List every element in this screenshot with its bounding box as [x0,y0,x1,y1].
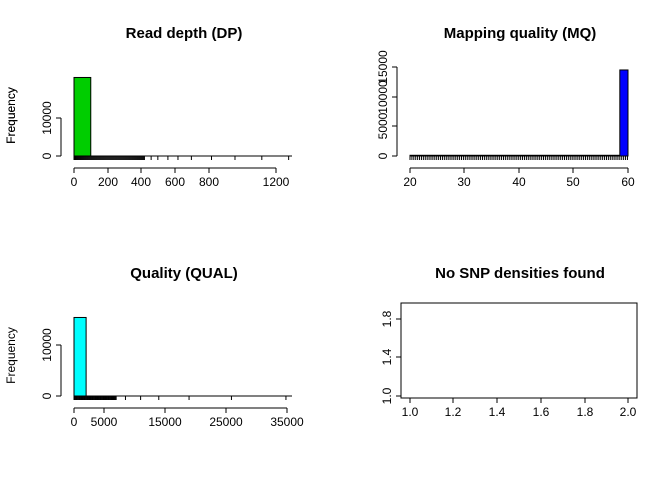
x-axis: 0 5000 15000 25000 35000 [71,407,304,429]
x-tick-label: 50 [566,175,580,189]
y-tick-label: 10000 [40,328,54,362]
x-axis: 0 200 400 600 800 1200 [71,167,290,189]
x-axis: 1.0 1.2 1.4 1.6 1.8 2.0 [402,397,637,419]
y-tick-label: 0 [40,392,54,399]
chart-title: Mapping quality (MQ) [444,25,596,42]
y-tick-label: 15000 [376,50,390,84]
y-tick-label: 0 [40,152,54,159]
x-tick-label: 1.8 [577,405,594,419]
chart-title: Read depth (DP) [126,25,243,42]
y-axis-label: Frequency [4,87,18,144]
y-tick-label: 1.8 [380,310,394,327]
y-tick-label: 5000 [376,112,390,139]
y-axis: 0 10000 [40,101,62,159]
x-tick-label: 5000 [91,415,118,429]
x-tick-label: 800 [199,175,219,189]
x-tick-label: 2.0 [620,405,637,419]
y-tick-label: 1.0 [380,387,394,404]
y-axis: 1.0 1.4 1.8 [380,310,402,404]
x-tick-label: 30 [457,175,471,189]
x-tick-label: 1.6 [533,405,550,419]
plot-box [400,302,638,399]
y-tick-label: 0 [376,152,390,159]
y-tick-label: 10000 [40,101,54,135]
y-axis-label: Frequency [4,87,18,144]
x-tick-label: 1.0 [402,405,419,419]
y-axis-label: Frequency [4,327,18,384]
chart-title: Quality (QUAL) [130,265,238,282]
chart-panel-4: No SNP densities found 1.0 1.2 1.4 1.6 1.8 2.0… [380,265,638,419]
x-tick-label: 15000 [148,415,182,429]
chart-panel-3: Quality (QUAL) Frequency 0 5000 15000 25000 35… [4,265,304,429]
x-tick-label: 20 [403,175,417,189]
x-axis: 20 30 40 50 60 [403,167,635,189]
histogram-bar [73,76,92,157]
x-tick-label: 1.4 [489,405,506,419]
x-tick-label: 0 [71,175,78,189]
y-tick-label: 10000 [376,80,390,114]
chart-panel-1: Read depth (DP) Frequency 0 200 400 600 800 120… [4,25,292,189]
y-axis: 0 10000 [40,328,62,399]
x-tick-label: 600 [165,175,185,189]
x-tick-label: 25000 [209,415,243,429]
x-tick-label: 400 [131,175,151,189]
x-tick-label: 200 [98,175,118,189]
chart-title: No SNP densities found [435,265,605,282]
x-tick-label: 1.2 [445,405,462,419]
x-tick-label: 0 [71,415,78,429]
histogram-bar [73,316,87,397]
x-tick-label: 40 [512,175,526,189]
x-tick-label: 1200 [263,175,290,189]
histogram-bar [619,69,629,157]
y-tick-label: 1.4 [380,348,394,365]
x-tick-label: 60 [621,175,635,189]
x-tick-label: 35000 [270,415,304,429]
